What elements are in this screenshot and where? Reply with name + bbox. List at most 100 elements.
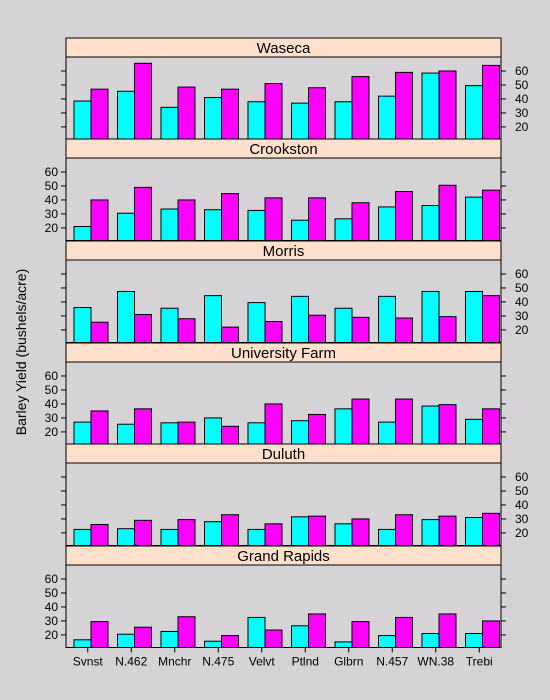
bar [334, 523, 353, 547]
bar [308, 197, 326, 242]
bar [291, 295, 309, 343]
bar [177, 421, 196, 445]
bar [160, 528, 179, 547]
bar [378, 206, 396, 241]
bar [221, 635, 239, 648]
y-tick-label: 30 [515, 512, 529, 526]
bar [90, 88, 109, 140]
y-tick-label: 50 [45, 586, 59, 600]
bar [264, 197, 283, 242]
bar [90, 410, 109, 445]
y-tick-label: 30 [45, 614, 59, 628]
x-tick-label: Ptlnd [292, 655, 319, 669]
bar [465, 418, 483, 445]
bar [308, 613, 326, 648]
y-tick-label: 60 [45, 369, 59, 383]
bar [465, 290, 483, 343]
x-tick-label: Glbrn [334, 655, 363, 669]
panel-strip-label: University Farm [231, 345, 336, 362]
bar [334, 101, 353, 141]
bar [438, 70, 457, 140]
y-tick-label: 50 [45, 179, 59, 193]
bar [90, 621, 109, 648]
bar [438, 613, 457, 648]
y-tick-label: 20 [45, 425, 59, 439]
bar [221, 193, 239, 242]
bar [395, 317, 413, 344]
bar [421, 72, 440, 140]
bar [395, 514, 413, 547]
bar [438, 515, 457, 547]
bar [160, 106, 179, 140]
bar [351, 398, 370, 445]
x-tick-label: WN.38 [417, 655, 454, 669]
bar [351, 316, 370, 343]
bar [90, 524, 109, 547]
bar [421, 519, 440, 546]
x-tick-label: N.457 [376, 655, 408, 669]
bar [334, 218, 353, 242]
bar [134, 62, 152, 140]
x-tick-label: Velvt [249, 655, 276, 669]
y-tick-label: 40 [515, 92, 529, 106]
bar [204, 640, 222, 649]
y-tick-label: 40 [515, 295, 529, 309]
y-tick-label: 60 [515, 64, 529, 78]
panel-strip-label: Duluth [262, 446, 305, 463]
y-tick-label: 60 [45, 572, 59, 586]
bar [334, 307, 353, 343]
bar [73, 528, 92, 547]
bar [134, 408, 152, 446]
bar [334, 641, 353, 649]
bar [177, 199, 196, 242]
bar [221, 326, 239, 344]
y-tick-label: 60 [515, 470, 529, 484]
bar [351, 202, 370, 241]
bar [421, 205, 440, 241]
bar [395, 191, 413, 242]
bar [221, 88, 239, 140]
x-tick-label: N.475 [202, 655, 234, 669]
y-tick-label: 50 [515, 281, 529, 295]
bar [291, 102, 309, 140]
bar [395, 616, 413, 649]
bar [90, 199, 109, 242]
bar [465, 196, 483, 241]
bar [134, 626, 152, 648]
y-tick-label: 30 [45, 411, 59, 425]
bar [264, 321, 283, 343]
y-tick-label: 50 [515, 78, 529, 92]
y-tick-label: 40 [45, 600, 59, 614]
y-tick-label: 20 [45, 221, 59, 235]
bar [395, 398, 413, 445]
bar [291, 625, 309, 649]
bar [421, 290, 440, 343]
y-tick-label: 50 [45, 383, 59, 397]
bar [378, 95, 396, 140]
bar [160, 307, 179, 343]
bar [438, 184, 457, 242]
x-tick-label: N.462 [115, 655, 147, 669]
y-tick-label: 50 [515, 484, 529, 498]
bar [308, 515, 326, 547]
y-tick-label: 20 [515, 323, 529, 337]
bar [482, 620, 500, 648]
bar [73, 307, 92, 343]
bar [395, 71, 413, 140]
bar [177, 519, 196, 546]
bar [378, 295, 396, 343]
bar [378, 528, 396, 547]
y-tick-label: 20 [515, 526, 529, 540]
bar [482, 512, 500, 547]
y-tick-label: 20 [515, 120, 529, 134]
bar [204, 521, 222, 547]
y-tick-label: 40 [45, 397, 59, 411]
bar [247, 528, 266, 547]
panel-strip-label: Crookston [249, 141, 317, 158]
bar [264, 629, 283, 648]
bar [264, 83, 283, 140]
bar [204, 209, 222, 242]
